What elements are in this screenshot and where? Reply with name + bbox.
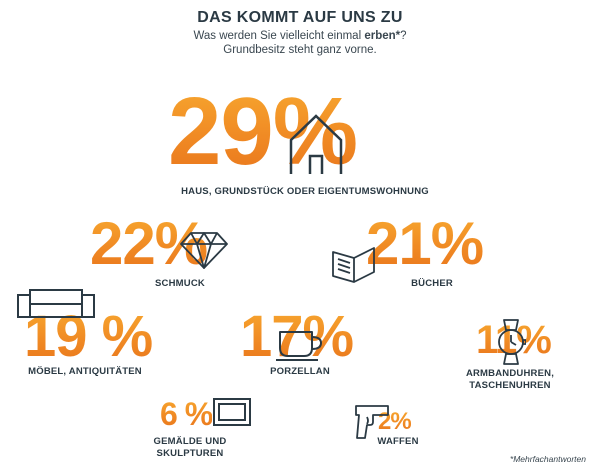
diamond-icon: [180, 232, 228, 269]
wristwatch-icon: [498, 319, 526, 365]
subtitle-emphasis: erben*: [364, 30, 401, 42]
label-house: HAUS, GRUNDSTÜCK ODER EIGENTUMSWOHNUNG: [181, 186, 429, 197]
value-house: 29%: [168, 78, 358, 185]
sofa-icon: [17, 289, 95, 318]
label-buecher: BÜCHER: [411, 278, 453, 289]
value-buecher: 21%: [366, 210, 484, 277]
label-porzellan: PORZELLAN: [270, 366, 330, 377]
footnote: *Mehrfachantworten: [509, 454, 586, 464]
picture-frame-icon: [213, 398, 251, 426]
value-waffen: 2%: [378, 408, 412, 435]
book-icon: [332, 247, 375, 283]
label-gemaelde-text: GEMÄLDE UND SKULPTUREN: [153, 436, 227, 459]
subtitle-line-2: Grundbesitz steht ganz vorne.: [223, 44, 377, 56]
pistol-icon: [355, 405, 389, 439]
label-uhren: ARMBANDUHREN, TASCHENUHREN: [450, 368, 570, 392]
cup-icon: [276, 331, 322, 361]
subtitle-text: Was werden Sie vielleicht einmal: [193, 30, 365, 42]
label-gemaelde: GEMÄLDE UND SKULPTUREN: [140, 436, 240, 460]
value-gemaelde: 6 %: [160, 396, 213, 432]
label-waffen: WAFFEN: [377, 436, 419, 447]
chart-subtitle: Was werden Sie vielleicht einmal erben*?…: [0, 29, 600, 57]
subtitle-end: ?: [400, 30, 407, 42]
label-schmuck: SCHMUCK: [155, 278, 205, 289]
label-uhren-text: ARMBANDUHREN, TASCHENUHREN: [465, 368, 555, 391]
chart-title: DAS KOMMT AUF UNS ZU: [197, 9, 403, 26]
house-icon: [289, 114, 343, 174]
label-moebel: MÖBEL, ANTIQUITÄTEN: [28, 366, 142, 377]
